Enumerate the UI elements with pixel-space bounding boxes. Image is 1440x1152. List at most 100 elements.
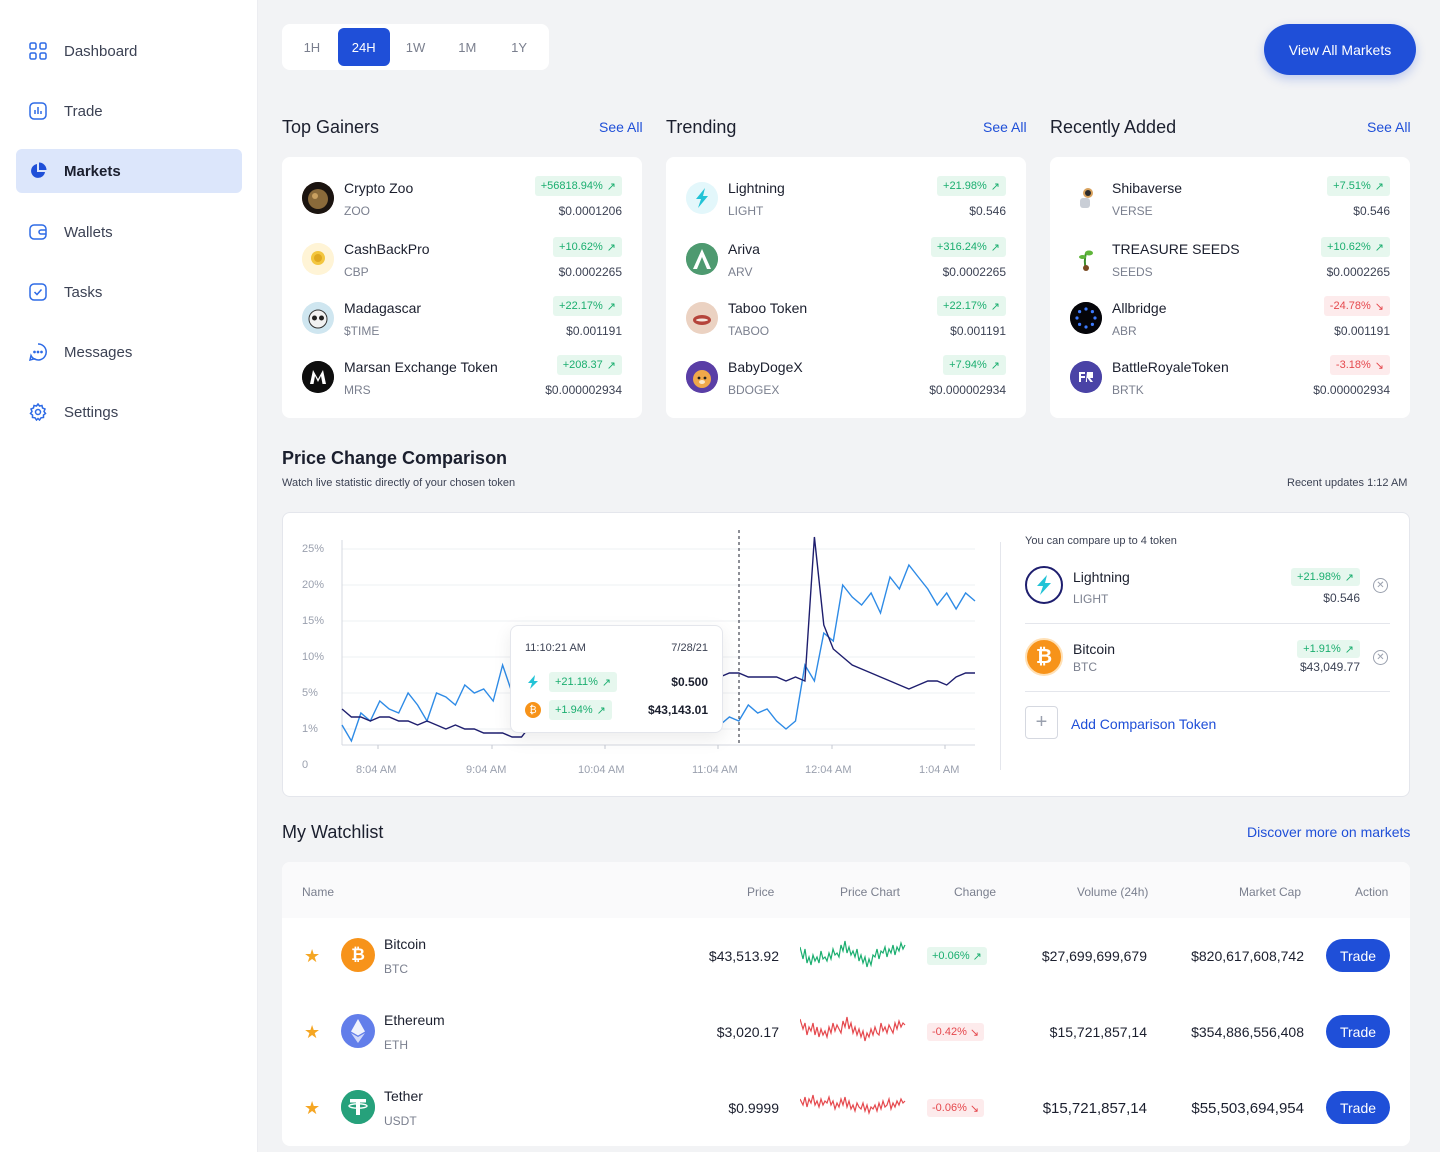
watchlist-title: My Watchlist [282,822,384,842]
trade-button[interactable]: Trade [1326,1015,1390,1048]
table-row[interactable]: ★ ₿ Bitcoin BTC $43,513.92 +0.06% ↗ $27,6… [282,918,1410,994]
token-price: $0.546 [1353,204,1390,218]
tooltip-change-value: +21.11% [555,676,598,688]
compare-change-badge: +1.91% ↗ [1297,640,1360,658]
list-item[interactable]: Allbridge ABR -24.78% ↘ $0.001191 [1050,296,1410,350]
plus-icon: + [1025,706,1058,739]
column-header-price[interactable]: Price [747,885,775,899]
change-value: +22.17% [559,300,603,312]
top-gainers-see-all-link[interactable]: See All [599,119,643,135]
arrow-up-right-icon: ↗ [990,180,1000,193]
coin-name: Bitcoin [384,936,427,952]
tooltip-row-bitcoin: ₿ +1.94% ↗ $43,143.01 [525,700,708,720]
compare-token-row[interactable]: ₿ Bitcoin BTC +1.91% ↗ $43,049.77 ✕ [1025,634,1390,692]
coin-market-cap: $354,886,556,408 [1191,1024,1304,1040]
list-item[interactable]: CashBackPro CBP +10.62% ↗ $0.0002265 [282,237,642,291]
coin-price: $0.9999 [728,1100,779,1116]
sidebar-item-label: Settings [64,403,119,421]
add-comparison-token-button[interactable]: + Add Comparison Token [1025,706,1325,742]
compare-token-symbol: LIGHT [1073,592,1109,606]
list-item[interactable]: Ariva ARV +316.24% ↗ $0.0002265 [666,237,1026,291]
list-item[interactable]: Crypto Zoo ZOO +56818.94% ↗ $0.0001206 [282,176,642,230]
token-price: $0.000002934 [545,383,622,397]
x-tick-label: 9:04 AM [466,764,507,776]
token-name: Ariva [728,241,760,257]
time-range-1m[interactable]: 1M [458,39,477,55]
list-item[interactable]: Taboo Token TABOO +22.17% ↗ $0.001191 [666,296,1026,350]
list-item[interactable]: Madagascar $TIME +22.17% ↗ $0.001191 [282,296,642,350]
token-name: Allbridge [1112,300,1167,316]
column-header-market-cap[interactable]: Market Cap [1239,885,1302,899]
star-icon[interactable]: ★ [304,946,321,966]
token-price: $0.546 [969,204,1006,218]
change-value: +208.37 [562,359,603,371]
x-tick-label: 12:04 AM [805,764,852,776]
trade-button[interactable]: Trade [1326,1091,1390,1124]
table-row[interactable]: ★ Tether USDT $0.9999 -0.06% ↘ $15,721,85… [282,1070,1410,1146]
trending-see-all-link[interactable]: See All [983,119,1027,135]
sidebar-item-dashboard[interactable]: Dashboard [16,29,242,73]
compare-token-row[interactable]: Lightning LIGHT +21.98% ↗ $0.546 ✕ [1025,562,1390,624]
treasure-seeds-logo-icon [1070,243,1102,275]
change-badge: -24.78% ↘ [1323,296,1390,316]
sidebar-item-trade[interactable]: Trade [16,89,242,133]
recently-added-see-all-link[interactable]: See All [1367,119,1411,135]
sidebar-item-messages[interactable]: Messages [16,330,242,374]
star-icon[interactable]: ★ [304,1098,321,1118]
sidebar-item-settings[interactable]: Settings [16,390,242,434]
wallet-icon [28,222,48,242]
time-range-24h[interactable]: 24H [337,28,390,66]
shibaverse-logo-icon [1070,182,1102,214]
change-badge: +10.62% ↗ [553,237,622,257]
change-badge: +22.17% ↗ [553,296,622,316]
tooltip-change-badge: +1.94% ↗ [549,700,612,720]
compare-token-price: $43,049.77 [1299,660,1360,674]
column-header-volume[interactable]: Volume (24h) [1077,885,1149,899]
view-all-markets-button[interactable]: View All Markets [1264,24,1416,75]
discover-markets-link[interactable]: Discover more on markets [1247,824,1411,840]
change-badge: +56818.94% ↗ [534,176,622,196]
arrow-down-right-icon: ↘ [1374,359,1384,372]
time-range-1h[interactable]: 1H [303,39,321,55]
y-tick-label: 25% [302,543,325,555]
compare-token-name: Bitcoin [1073,641,1116,657]
chart-divider [1000,542,1001,770]
arrow-down-right-icon: ↘ [1374,300,1384,313]
arrow-up-right-icon: ↗ [990,359,1000,372]
sidebar-item-tasks[interactable]: Tasks [16,270,242,314]
compare-change-badge: +21.98% ↗ [1291,568,1360,586]
remove-token-close-icon[interactable]: ✕ [1373,650,1388,665]
list-item[interactable]: BabyDogeX BDOGEX +7.94% ↗ $0.000002934 [666,355,1026,409]
token-symbol: BRTK [1112,383,1144,397]
y-tick-label: 10% [302,651,325,663]
column-header-name[interactable]: Name [302,885,335,899]
time-range-1w[interactable]: 1W [405,39,426,55]
tooltip-row-lightning: +21.11% ↗ $0.500 [525,672,708,692]
list-item[interactable]: Lightning LIGHT +21.98% ↗ $0.546 [666,176,1026,230]
x-tick-label: 8:04 AM [356,764,397,776]
star-icon[interactable]: ★ [304,1022,321,1042]
sidebar-item-markets[interactable]: Markets [16,149,242,193]
time-range-1y[interactable]: 1Y [511,39,528,55]
change-value: +10.62% [1327,241,1371,253]
token-name: Shibaverse [1112,180,1183,196]
column-header-change[interactable]: Change [954,885,997,899]
list-item[interactable]: Shibaverse VERSE +7.51% ↗ $0.546 [1050,176,1410,230]
coin-name: Tether [384,1088,423,1104]
token-name: CashBackPro [344,241,430,257]
list-item[interactable]: BattleRoyaleToken BRTK -3.18% ↘ $0.000002… [1050,355,1410,409]
list-item[interactable]: Marsan Exchange Token MRS +208.37 ↗ $0.00… [282,355,642,409]
list-item[interactable]: TREASURE SEEDS SEEDS +10.62% ↗ $0.0002265 [1050,237,1410,291]
arrow-up-right-icon: ↗ [606,241,616,254]
change-badge: +0.06% ↗ [927,947,987,965]
table-row[interactable]: ★ Ethereum ETH $3,020.17 -0.42% ↘ $15,721… [282,994,1410,1070]
remove-token-close-icon[interactable]: ✕ [1373,578,1388,593]
column-header-action: Action [1355,885,1389,899]
y-tick-label: 0 [302,759,309,771]
coin-price: $43,513.92 [708,948,779,964]
trade-button[interactable]: Trade [1326,939,1390,972]
bitcoin-logo-icon: ₿ [341,938,375,972]
token-symbol: ABR [1112,324,1137,338]
sidebar-item-wallets[interactable]: Wallets [16,210,242,254]
token-name: Crypto Zoo [344,180,414,196]
